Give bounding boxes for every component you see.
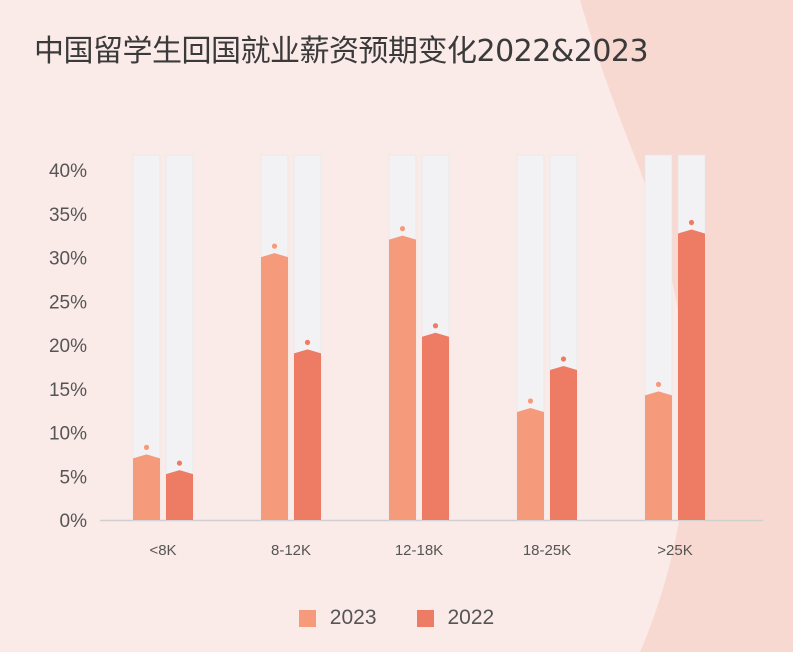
legend-swatch-2022 — [416, 609, 434, 627]
bar-marker-dot — [560, 356, 567, 362]
y-tick-label: 35% — [49, 205, 87, 226]
y-tick-label: 30% — [49, 249, 87, 270]
bar-marker-dot — [271, 243, 278, 249]
bar-2022 — [166, 470, 193, 520]
y-tick-label: 20% — [49, 336, 87, 357]
legend: 2023 2022 — [0, 606, 793, 630]
bar-marker-dot — [176, 460, 183, 466]
bar-marker-dot — [688, 219, 695, 226]
bar-2022 — [678, 229, 705, 520]
legend-label-2022: 2022 — [447, 606, 495, 629]
bar-2022 — [550, 366, 577, 520]
y-tick-label: 0% — [60, 511, 88, 532]
bar-marker-dot — [143, 444, 150, 450]
bar-2023 — [261, 253, 288, 520]
y-tick-label: 10% — [49, 424, 87, 445]
x-tick-label: >25K — [657, 542, 692, 559]
bar-2022 — [422, 332, 449, 520]
bar-2023 — [517, 408, 544, 520]
x-tick-label: 18-25K — [523, 542, 571, 559]
y-tick-label: 25% — [49, 292, 87, 313]
y-tick-label: 15% — [49, 380, 87, 401]
legend-item-2022[interactable]: 2022 — [416, 606, 495, 630]
bar-2023 — [389, 235, 416, 520]
legend-label-2023: 2023 — [329, 606, 377, 629]
bar-marker-dot — [432, 323, 439, 329]
y-tick-label: 40% — [49, 161, 87, 182]
x-tick-label: 12-18K — [395, 542, 443, 559]
bar-marker-dot — [304, 339, 311, 345]
bar-marker-dot — [655, 381, 662, 387]
legend-item-2023[interactable]: 2023 — [298, 606, 377, 630]
legend-swatch-2023 — [298, 609, 316, 627]
y-tick-label: 5% — [60, 467, 88, 488]
bar-marker-dot — [399, 226, 406, 232]
x-tick-label: 8-12K — [271, 542, 311, 559]
chart-title: 中国留学生回国就业薪资预期变化2022&2023 — [34, 34, 649, 69]
bar-2023 — [645, 391, 672, 520]
bar-2023 — [133, 454, 160, 520]
bar-track — [165, 154, 194, 521]
bar-marker-dot — [527, 398, 534, 404]
bar-2022 — [294, 349, 321, 520]
x-tick-label: <8K — [149, 542, 176, 559]
